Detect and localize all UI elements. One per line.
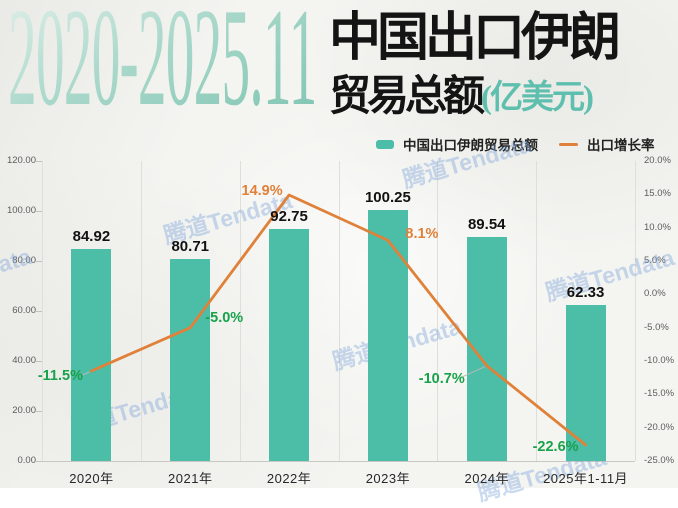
gridline <box>42 161 43 461</box>
left-axis-tick-mark <box>36 161 42 162</box>
x-axis-label: 2023年 <box>365 471 411 486</box>
gridline <box>239 161 241 461</box>
page-title: 中国出口伊朗 <box>329 10 621 67</box>
left-axis-tick: 80.00 <box>12 255 36 266</box>
left-axis-tick: 40.00 <box>12 355 36 366</box>
subtitle-text: 贸易总额 <box>329 74 485 120</box>
bar-value-label: 89.54 <box>467 216 506 234</box>
right-axis-tick: 0.0% <box>644 288 666 300</box>
growth-point-label: -5.0% <box>205 309 244 326</box>
left-axis-tick-mark <box>36 411 42 412</box>
growth-trend-line <box>90 193 587 447</box>
bar <box>170 259 211 461</box>
right-axis-tick: 20.0% <box>644 155 671 166</box>
right-axis-tick: 15.0% <box>644 188 671 200</box>
x-axis-line <box>42 461 635 462</box>
growth-line-chart <box>82 193 587 447</box>
label-leader-line <box>82 371 90 376</box>
left-axis-tick: 0.00 <box>17 455 37 466</box>
left-axis-tick-mark <box>36 311 42 312</box>
bar-value-label: 84.92 <box>72 227 111 245</box>
bar-value-label: 100.25 <box>364 189 411 207</box>
subtitle-unit: (亿美元) <box>481 80 594 116</box>
bar-value-label: 80.71 <box>171 238 210 256</box>
growth-point-label: -11.5% <box>37 368 83 384</box>
gridline <box>635 161 636 461</box>
legend-bar-label: 中国出口伊朗贸易总额 <box>403 138 538 153</box>
left-axis-tick-mark <box>36 361 42 362</box>
legend-line-label: 出口增长率 <box>587 138 655 153</box>
page-subtitle: 贸易总额(亿美元) <box>329 73 594 121</box>
x-axis-label: 2020年 <box>69 471 114 486</box>
left-axis-tick-mark <box>36 261 42 262</box>
right-axis-tick: -15.0% <box>644 388 675 400</box>
left-axis-tick-mark <box>36 461 42 462</box>
bar-series-swatch-icon <box>376 139 394 149</box>
growth-point-label: 8.1% <box>405 226 439 243</box>
gridline <box>536 161 538 461</box>
bar <box>269 229 310 461</box>
right-axis-tick: -25.0% <box>644 455 675 466</box>
left-axis-tick: 60.00 <box>12 305 36 316</box>
chart-legend: 中国出口伊朗贸易总额 出口增长率 <box>376 135 655 153</box>
x-axis-label: 2024年 <box>464 471 509 486</box>
x-axis-label: 2025年1-11月 <box>543 471 629 486</box>
left-axis-tick-mark <box>36 211 42 212</box>
left-axis-tick: 100.00 <box>6 205 36 216</box>
gridline <box>437 161 439 461</box>
right-axis-tick: 5.0% <box>644 255 666 266</box>
line-series-swatch-icon <box>559 142 578 146</box>
growth-point-label: -10.7% <box>418 370 465 387</box>
left-axis-tick: 120.00 <box>6 155 36 166</box>
left-axis-tick: 20.00 <box>12 405 36 416</box>
bar <box>71 248 112 461</box>
label-leader-line <box>462 366 485 378</box>
period-heading: 2020-2025.11 <box>8 0 317 128</box>
growth-point-label: 14.9% <box>241 183 283 199</box>
x-axis-label: 2022年 <box>266 471 312 486</box>
gridline <box>140 161 142 461</box>
bar <box>367 210 408 461</box>
growth-point-label: -22.6% <box>532 439 579 455</box>
bar-value-label: 62.33 <box>566 284 605 302</box>
gridline <box>338 161 340 461</box>
right-axis-tick: -5.0% <box>644 321 669 333</box>
right-axis-tick: 10.0% <box>644 221 671 233</box>
bar-value-label: 92.75 <box>270 208 308 226</box>
right-axis-tick: -20.0% <box>644 421 675 433</box>
right-axis-tick: -10.0% <box>644 355 675 366</box>
x-axis-label: 2021年 <box>168 471 213 486</box>
